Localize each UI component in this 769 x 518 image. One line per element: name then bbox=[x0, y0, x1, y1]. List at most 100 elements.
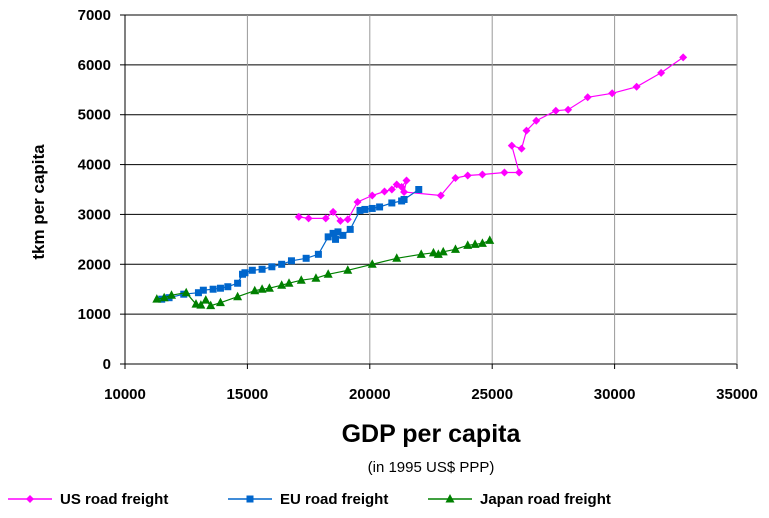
data-point-eu bbox=[356, 206, 364, 214]
x-tick-label: 30000 bbox=[594, 386, 636, 403]
legend: US road freight EU road freight Japan road… bbox=[8, 491, 611, 508]
data-point-us bbox=[380, 187, 389, 196]
data-point-eu bbox=[368, 204, 376, 212]
series-us bbox=[294, 53, 688, 225]
data-point-eu bbox=[415, 186, 423, 193]
y-axis-title: tkm per capita bbox=[29, 144, 48, 260]
data-point-us bbox=[329, 207, 338, 216]
data-point-eu bbox=[209, 285, 217, 293]
data-point-us bbox=[343, 215, 352, 224]
x-tick-label: 10000 bbox=[104, 386, 146, 403]
data-point-eu bbox=[224, 283, 232, 291]
legend-label-eu: EU road freight bbox=[280, 491, 388, 508]
data-point-eu bbox=[324, 233, 332, 241]
data-point-japan bbox=[438, 246, 448, 256]
data-point-japan bbox=[181, 287, 191, 297]
x-tick-label: 25000 bbox=[471, 386, 513, 403]
data-point-us bbox=[451, 174, 460, 183]
data-point-eu bbox=[268, 263, 276, 271]
data-point-us bbox=[400, 187, 409, 196]
data-point-japan bbox=[450, 244, 460, 253]
data-point-us bbox=[294, 212, 303, 221]
data-point-us bbox=[368, 191, 377, 200]
data-point-eu bbox=[234, 279, 242, 287]
data-point-eu bbox=[376, 203, 384, 211]
data-point-us bbox=[532, 116, 541, 125]
y-tick-label: 3000 bbox=[78, 206, 111, 223]
data-point-us bbox=[402, 176, 411, 185]
data-point-japan bbox=[201, 295, 211, 304]
data-point-eu bbox=[346, 225, 354, 233]
y-tick-label: 1000 bbox=[78, 306, 111, 323]
data-point-eu bbox=[388, 199, 396, 207]
data-point-us bbox=[463, 171, 472, 180]
x-tick-label: 15000 bbox=[227, 386, 269, 403]
y-tick-label: 6000 bbox=[78, 57, 111, 74]
data-point-eu bbox=[241, 269, 249, 277]
data-point-eu bbox=[287, 257, 295, 265]
data-point-us bbox=[522, 126, 531, 135]
grid-lines bbox=[125, 14, 738, 364]
data-point-japan bbox=[277, 280, 287, 289]
x-axis-title: GDP per capita bbox=[342, 420, 522, 448]
data-point-japan bbox=[343, 265, 353, 274]
data-point-japan bbox=[284, 278, 294, 287]
data-point-japan bbox=[311, 273, 321, 282]
data-point-eu bbox=[216, 284, 224, 292]
data-point-us bbox=[478, 170, 487, 179]
x-tick-labels: 10000 15000 20000 25000 30000 35000 bbox=[104, 386, 758, 403]
legend-marker-japan bbox=[445, 494, 455, 503]
data-point-japan bbox=[206, 300, 216, 310]
data-point-eu bbox=[334, 228, 342, 236]
legend-label-us: US road freight bbox=[60, 491, 168, 508]
data-point-us bbox=[608, 89, 617, 98]
data-point-eu bbox=[361, 205, 369, 213]
data-point-japan bbox=[428, 247, 438, 257]
y-tick-label: 0 bbox=[103, 356, 111, 373]
x-tick-label: 20000 bbox=[349, 386, 391, 403]
data-point-us bbox=[304, 214, 313, 223]
series-line-japan bbox=[156, 239, 491, 307]
data-point-japan bbox=[159, 292, 169, 302]
legend-item-us: US road freight bbox=[8, 491, 168, 508]
y-tick-label: 5000 bbox=[78, 107, 111, 124]
series-japan bbox=[152, 235, 495, 310]
data-point-eu bbox=[278, 260, 286, 268]
data-point-us bbox=[583, 93, 592, 102]
data-point-eu bbox=[199, 286, 207, 294]
data-point-us bbox=[507, 141, 516, 150]
data-point-japan bbox=[477, 238, 487, 247]
data-point-japan bbox=[416, 249, 426, 258]
data-point-us bbox=[515, 168, 524, 177]
legend-item-japan: Japan road freight bbox=[428, 491, 611, 508]
data-point-us bbox=[353, 197, 362, 206]
y-tick-label: 2000 bbox=[78, 256, 111, 273]
legend-label-japan: Japan road freight bbox=[480, 491, 611, 508]
data-point-japan bbox=[215, 297, 225, 307]
legend-marker-us bbox=[26, 495, 34, 503]
data-point-eu bbox=[400, 195, 408, 203]
data-point-us bbox=[657, 68, 666, 77]
data-point-us bbox=[321, 214, 330, 223]
data-point-japan bbox=[367, 259, 377, 268]
data-point-japan bbox=[152, 294, 162, 303]
data-point-us bbox=[632, 82, 641, 91]
data-point-japan bbox=[257, 284, 267, 293]
y-tick-labels: 0 1000 2000 3000 4000 5000 6000 7000 bbox=[78, 7, 111, 373]
data-point-us bbox=[679, 53, 688, 62]
legend-item-eu: EU road freight bbox=[228, 491, 388, 508]
data-point-us bbox=[387, 185, 396, 194]
series-eu bbox=[158, 186, 423, 303]
series-layer bbox=[152, 53, 688, 310]
data-point-japan bbox=[296, 275, 306, 284]
data-point-us bbox=[336, 216, 345, 225]
series-line-us bbox=[298, 56, 684, 222]
data-point-us bbox=[551, 106, 560, 115]
data-point-japan bbox=[470, 239, 480, 248]
data-point-us bbox=[500, 168, 509, 177]
data-point-japan bbox=[485, 235, 495, 244]
legend-marker-eu bbox=[246, 495, 254, 503]
data-point-eu bbox=[339, 231, 347, 239]
data-point-us bbox=[517, 144, 526, 153]
